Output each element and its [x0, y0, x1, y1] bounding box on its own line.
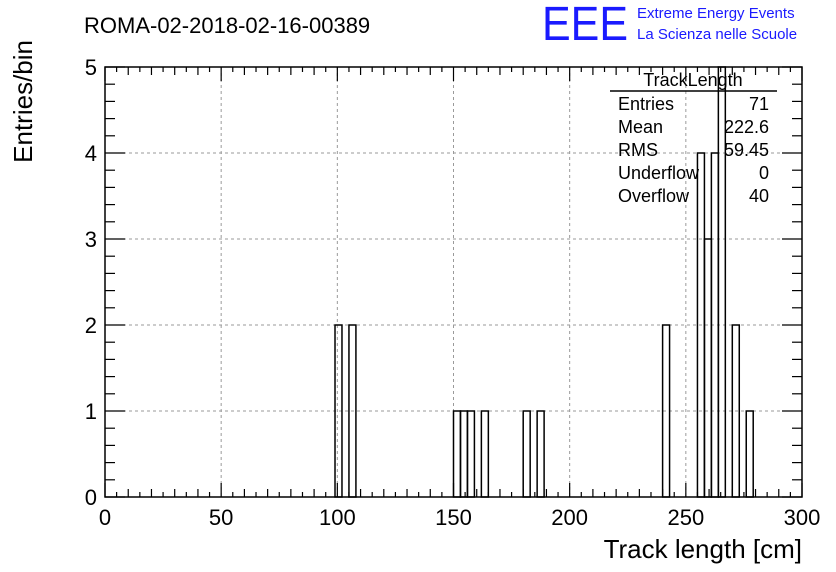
y-tick-label: 3 [85, 227, 97, 252]
chart-title: ROMA-02-2018-02-16-00389 [84, 13, 370, 38]
eee-logo: EEE Extreme Energy Events La Scienza nel… [542, 0, 797, 51]
histogram-bar [452, 410, 462, 498]
x-tick-label: 50 [209, 505, 233, 530]
x-tick-label: 250 [667, 505, 704, 530]
x-tick-label: 200 [551, 505, 588, 530]
stats-row-value: 222.6 [724, 117, 769, 137]
x-tick-label: 150 [435, 505, 472, 530]
histogram-bar [536, 410, 545, 498]
axis-ticks [104, 66, 803, 498]
histogram-bar [745, 410, 754, 498]
stats-box-rows: Entries 71 Mean 222.6 RMS 59.45 Underflow 0 Over… [618, 94, 769, 206]
histogram-bar [522, 410, 531, 498]
y-tick-label: 5 [85, 55, 97, 80]
stats-row-value: 59.45 [724, 140, 769, 160]
stats-box-title: TrackLength [643, 70, 742, 90]
x-tick-label: 300 [784, 505, 821, 530]
y-tick-label: 1 [85, 399, 97, 424]
histogram-bars [334, 66, 754, 498]
y-axis-label: Entries/bin [8, 40, 38, 163]
eee-logo-line1: Extreme Energy Events [637, 5, 795, 22]
stats-row-label: Overflow [618, 186, 690, 206]
histogram-bar [480, 410, 490, 498]
stats-row-value: 0 [759, 163, 769, 183]
stats-row-label: Underflow [618, 163, 700, 183]
histogram-bar [703, 238, 713, 498]
histogram-bar [459, 410, 469, 498]
x-tick-label: 100 [319, 505, 356, 530]
tick-labels: 0 50 100 150 200 250 300 0 1 2 3 4 5 [85, 55, 821, 530]
y-tick-label: 0 [85, 485, 97, 510]
x-tick-label: 0 [99, 505, 111, 530]
histogram-bar [466, 410, 476, 498]
stats-row-value: 71 [749, 94, 769, 114]
stats-row-label: RMS [618, 140, 658, 160]
y-tick-label: 2 [85, 313, 97, 338]
stats-row-value: 40 [749, 186, 769, 206]
y-tick-label: 4 [85, 141, 97, 166]
stats-box: TrackLength Entries 71 Mean 222.6 RMS 59.45 Un… [610, 70, 777, 206]
eee-logo-mark: EEE [542, 0, 628, 51]
stats-row-label: Mean [618, 117, 663, 137]
x-axis-label: Track length [cm] [604, 534, 802, 564]
stats-row-label: Entries [618, 94, 674, 114]
eee-logo-line2: La Scienza nelle Scuole [637, 26, 797, 43]
